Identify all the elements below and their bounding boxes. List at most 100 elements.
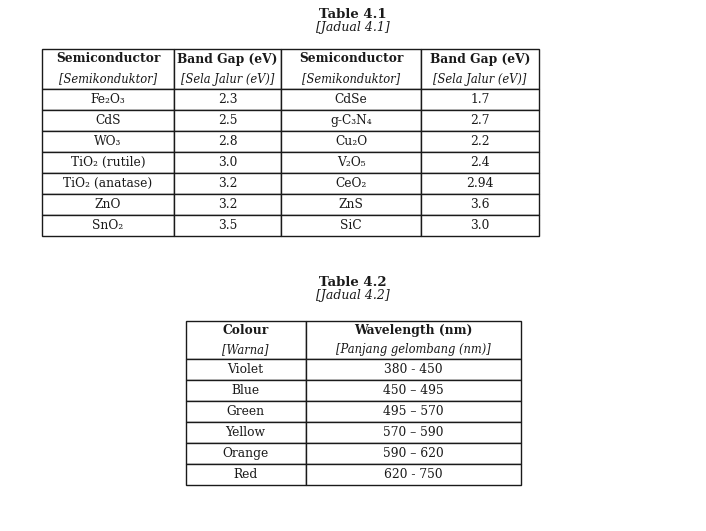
- Text: 3.2: 3.2: [217, 177, 237, 190]
- Text: 2.3: 2.3: [217, 93, 237, 106]
- Bar: [281, 152, 421, 173]
- Text: 2.7: 2.7: [470, 114, 490, 127]
- Bar: [174, 173, 281, 194]
- Text: Band Gap (eV): Band Gap (eV): [430, 53, 530, 65]
- Bar: [421, 194, 539, 215]
- Text: 3.0: 3.0: [470, 219, 490, 232]
- Bar: [421, 215, 539, 236]
- Text: 620 - 750: 620 - 750: [383, 468, 443, 481]
- Text: [Warna]: [Warna]: [222, 343, 269, 356]
- Text: ZnO: ZnO: [95, 198, 121, 211]
- Text: Violet: Violet: [227, 363, 263, 376]
- Text: TiO₂ (rutile): TiO₂ (rutile): [71, 156, 145, 169]
- Bar: [306, 422, 520, 443]
- Text: TiO₂ (anatase): TiO₂ (anatase): [64, 177, 152, 190]
- Text: 2.2: 2.2: [470, 135, 490, 148]
- Bar: [174, 49, 281, 89]
- Bar: [306, 321, 520, 359]
- Bar: [281, 215, 421, 236]
- Bar: [42, 173, 174, 194]
- Bar: [281, 131, 421, 152]
- Bar: [186, 443, 306, 464]
- Text: Table 4.1: Table 4.1: [319, 8, 387, 21]
- Text: Orange: Orange: [222, 447, 268, 460]
- Text: [Jadual 4.2]: [Jadual 4.2]: [316, 289, 390, 303]
- Text: Cu₂O: Cu₂O: [335, 135, 367, 148]
- Text: CdSe: CdSe: [335, 93, 367, 106]
- Bar: [174, 152, 281, 173]
- Text: Red: Red: [234, 468, 258, 481]
- Text: [Panjang gelombang (nm)]: [Panjang gelombang (nm)]: [335, 343, 491, 356]
- Bar: [42, 215, 174, 236]
- Text: 380 - 450: 380 - 450: [383, 363, 443, 376]
- Text: [Semikonduktor]: [Semikonduktor]: [302, 73, 400, 85]
- Text: Band Gap (eV): Band Gap (eV): [177, 53, 277, 65]
- Bar: [306, 380, 520, 401]
- Text: [Sela Jalur (eV)]: [Sela Jalur (eV)]: [181, 73, 274, 85]
- Bar: [306, 443, 520, 464]
- Bar: [186, 380, 306, 401]
- Text: SnO₂: SnO₂: [92, 219, 124, 232]
- Text: 3.0: 3.0: [218, 156, 237, 169]
- Text: Fe₂O₃: Fe₂O₃: [90, 93, 126, 106]
- Bar: [281, 49, 421, 89]
- Bar: [281, 194, 421, 215]
- Bar: [306, 359, 520, 380]
- Text: g-C₃N₄: g-C₃N₄: [330, 114, 372, 127]
- Text: 3.6: 3.6: [470, 198, 490, 211]
- Bar: [174, 110, 281, 131]
- Text: 3.5: 3.5: [218, 219, 237, 232]
- Text: Blue: Blue: [232, 384, 260, 397]
- Bar: [281, 173, 421, 194]
- Text: SiC: SiC: [340, 219, 361, 232]
- Text: Semiconductor: Semiconductor: [299, 53, 403, 65]
- Text: Semiconductor: Semiconductor: [56, 53, 160, 65]
- Bar: [421, 89, 539, 110]
- Bar: [186, 401, 306, 422]
- Bar: [174, 215, 281, 236]
- Text: 2.8: 2.8: [217, 135, 237, 148]
- Bar: [421, 110, 539, 131]
- Bar: [421, 173, 539, 194]
- Text: WO₃: WO₃: [95, 135, 121, 148]
- Text: ZnS: ZnS: [339, 198, 364, 211]
- Text: 450 – 495: 450 – 495: [383, 384, 443, 397]
- Bar: [174, 194, 281, 215]
- Bar: [306, 401, 520, 422]
- Text: Wavelength (nm): Wavelength (nm): [354, 324, 472, 337]
- Bar: [186, 359, 306, 380]
- Text: 2.5: 2.5: [217, 114, 237, 127]
- Text: [Sela Jalur (eV)]: [Sela Jalur (eV)]: [433, 73, 527, 85]
- Text: Table 4.2: Table 4.2: [319, 277, 387, 289]
- Text: [Semikonduktor]: [Semikonduktor]: [59, 73, 157, 85]
- Bar: [42, 89, 174, 110]
- Bar: [42, 152, 174, 173]
- Text: Green: Green: [227, 405, 265, 418]
- Text: 590 – 620: 590 – 620: [383, 447, 443, 460]
- Bar: [281, 89, 421, 110]
- Bar: [306, 464, 520, 485]
- Bar: [421, 49, 539, 89]
- Text: 3.2: 3.2: [217, 198, 237, 211]
- Bar: [42, 110, 174, 131]
- Text: 570 – 590: 570 – 590: [383, 426, 443, 439]
- Text: 2.4: 2.4: [470, 156, 490, 169]
- Text: Yellow: Yellow: [225, 426, 265, 439]
- Text: [Jadual 4.1]: [Jadual 4.1]: [316, 21, 390, 35]
- Text: 1.7: 1.7: [470, 93, 490, 106]
- Bar: [186, 464, 306, 485]
- Bar: [421, 131, 539, 152]
- Bar: [42, 131, 174, 152]
- Bar: [42, 194, 174, 215]
- Text: V₂O₅: V₂O₅: [337, 156, 365, 169]
- Text: 2.94: 2.94: [466, 177, 493, 190]
- Text: CdS: CdS: [95, 114, 121, 127]
- Text: CeO₂: CeO₂: [335, 177, 366, 190]
- Text: Colour: Colour: [222, 324, 268, 337]
- Bar: [421, 152, 539, 173]
- Text: 495 – 570: 495 – 570: [383, 405, 443, 418]
- Bar: [186, 422, 306, 443]
- Bar: [186, 321, 306, 359]
- Bar: [174, 131, 281, 152]
- Bar: [42, 49, 174, 89]
